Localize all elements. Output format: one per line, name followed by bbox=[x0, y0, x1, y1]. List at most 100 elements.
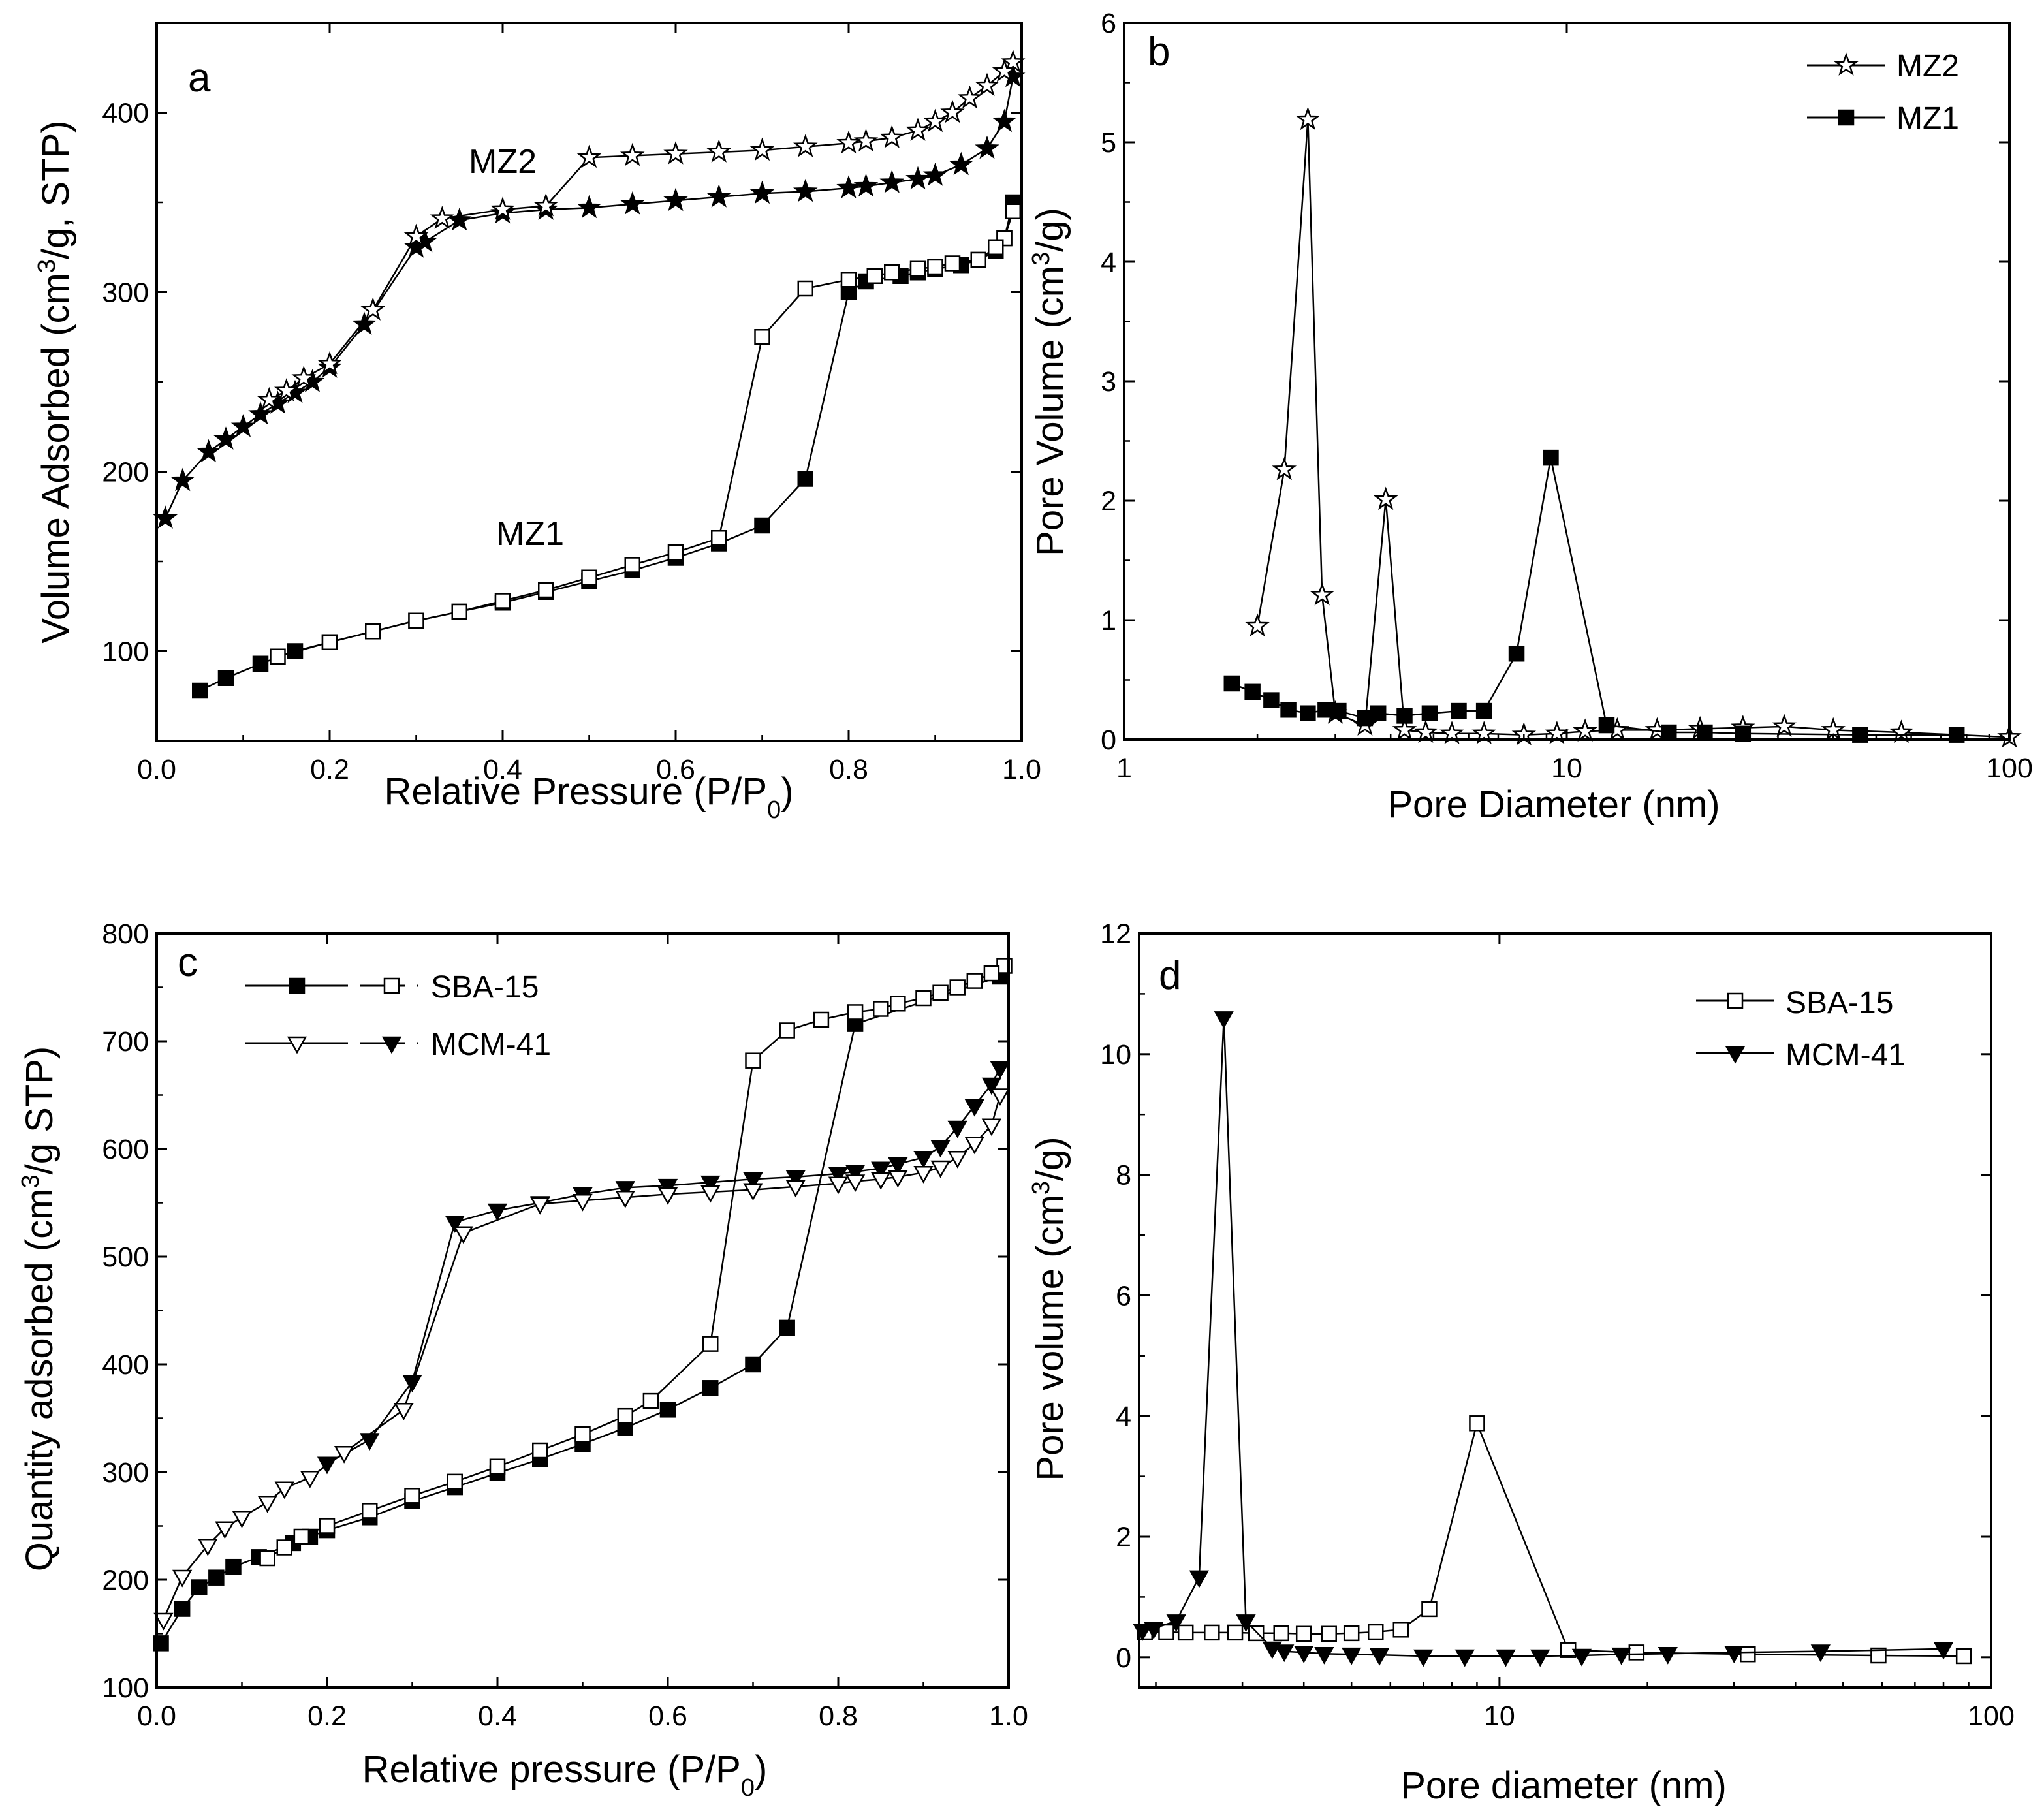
panel-b-point-mz1-7 bbox=[1357, 710, 1374, 727]
panel-b-point-mz2-12 bbox=[1545, 721, 1569, 744]
panel-a-point-mz1-desorption-13 bbox=[667, 544, 684, 561]
panel-a-point-mz1-desorption-4 bbox=[944, 255, 961, 272]
panel-a-point-mz2-adsorption-18 bbox=[663, 187, 688, 212]
panel-c-point-mcm-41-adsorption-18 bbox=[947, 1120, 967, 1138]
panel-b-ytick-label: 1 bbox=[1101, 605, 1116, 636]
panel-c-xtick-label: 0.4 bbox=[478, 1701, 517, 1732]
panel-b-point-mz1-10 bbox=[1421, 705, 1438, 721]
panel-d: 10 100 0 2 4 6 8 10 12 d Pore diameter (nm) Pore… bbox=[1028, 918, 2015, 1807]
panel-a-point-mz1-desorption-8 bbox=[866, 268, 883, 284]
panel-b-ytick-label: 3 bbox=[1101, 366, 1116, 398]
panel-a-point-mz1-desorption-9 bbox=[840, 272, 857, 288]
panel-c-point-mcm-41-desorption-4 bbox=[930, 1160, 951, 1178]
panel-d-xtick-label: 10 bbox=[1484, 1701, 1515, 1732]
panel-c-point-mcm-41-adsorption-13 bbox=[845, 1165, 866, 1183]
panel-d-frame bbox=[1138, 932, 1992, 1689]
panel-c-point-mcm-41-desorption-18 bbox=[394, 1403, 414, 1420]
panel-c-marks bbox=[153, 958, 1013, 1652]
panel-c-point-mcm-41-desorption-2 bbox=[964, 1137, 984, 1155]
panel-a-point-mz1-desorption-0 bbox=[1005, 203, 1021, 219]
panel-a-point-mz2-desorption-9 bbox=[836, 130, 861, 154]
panel-c-point-sba-15-desorption-19 bbox=[404, 1488, 420, 1504]
panel-c-ytick-label: 800 bbox=[102, 918, 149, 950]
panel-b-ylabel: Pore Volume (cm3/g) bbox=[1028, 208, 1071, 556]
panel-d-ylabel: Pore volume (cm3/g) bbox=[1028, 1137, 1071, 1481]
panel-a-point-mz2-adsorption-29 bbox=[992, 108, 1017, 133]
panel-a-point-mz2-desorption-11 bbox=[749, 137, 775, 161]
panel-a-point-mz1-desorption-12 bbox=[711, 530, 727, 546]
panel-b-ytick-label: 4 bbox=[1101, 247, 1116, 278]
panel-c-point-sba-15-adsorption-1 bbox=[174, 1601, 191, 1617]
panel-a-point-mz2-adsorption-21 bbox=[793, 178, 818, 202]
panel-b-point-mz1-1 bbox=[1244, 683, 1261, 700]
panel-b-point-mz1-13 bbox=[1508, 645, 1525, 662]
panel-d-legend: SBA-15 MCM-41 bbox=[1696, 986, 1906, 1073]
panel-b-point-mz1-11 bbox=[1451, 702, 1467, 719]
legend-c-square-open-icon bbox=[383, 977, 400, 994]
panel-d-point-mcm-41-16 bbox=[1571, 1648, 1592, 1667]
panel-c-point-mcm-41-desorption-26 bbox=[172, 1569, 193, 1588]
panel-c-point-mcm-41-adsorption-8 bbox=[657, 1178, 678, 1197]
panel-a-point-mz2-adsorption-24 bbox=[879, 170, 905, 193]
panel-a-point-mz2-desorption-4 bbox=[940, 99, 965, 123]
panel-a-point-mz1-adsorption-0 bbox=[192, 682, 208, 699]
panel-b-point-mz1-15 bbox=[1598, 717, 1615, 734]
panel-b-marks bbox=[1223, 106, 2022, 748]
panel-d-point-sba-15-18 bbox=[1955, 1648, 1972, 1665]
panel-b-legend: MZ2 MZ1 bbox=[1807, 49, 1959, 136]
panel-a-point-mz2-desorption-14 bbox=[620, 142, 645, 166]
panel-c-ytick-label: 500 bbox=[102, 1242, 149, 1273]
panel-c-point-mcm-41-desorption-5 bbox=[913, 1166, 934, 1184]
panel-c-xtick-label: 1.0 bbox=[989, 1701, 1028, 1732]
panel-c-xtick-label: 0.0 bbox=[137, 1701, 176, 1732]
panel-a-letter: a bbox=[188, 55, 211, 101]
panel-b-point-mz2-2 bbox=[1295, 106, 1321, 131]
panel-a-point-mz2-desorption-6 bbox=[905, 118, 930, 141]
panel-a-point-mz2-desorption-15 bbox=[576, 144, 602, 168]
panel-b-point-mz1-3 bbox=[1280, 702, 1297, 718]
panel-a-point-mz2-desorption-16 bbox=[533, 193, 559, 217]
panel-b-point-mz1-8 bbox=[1370, 705, 1387, 721]
legend-d-triangle-icon bbox=[1725, 1046, 1746, 1064]
panel-b-ytick-label: 2 bbox=[1101, 486, 1116, 517]
panel-c-point-sba-15-desorption-5 bbox=[915, 990, 932, 1007]
legend-b-square-icon bbox=[1838, 109, 1855, 126]
panel-c-point-mcm-41-adsorption-20 bbox=[981, 1077, 1002, 1095]
panel-c-point-mcm-41-adsorption-3 bbox=[445, 1215, 465, 1233]
panel-a-point-mz2-desorption-24 bbox=[257, 386, 282, 411]
legend-b-label-mz1: MZ1 bbox=[1896, 101, 1959, 136]
panel-c-point-mcm-41-desorption-10 bbox=[785, 1180, 806, 1198]
panel-a-point-mz2-desorption-10 bbox=[793, 134, 818, 157]
panel-c-point-mcm-41-adsorption-15 bbox=[888, 1157, 908, 1175]
panel-a-xtick-label: 0.8 bbox=[829, 754, 868, 785]
panel-d-point-mcm-41-21 bbox=[1933, 1642, 1954, 1660]
panel-c-point-sba-15-desorption-15 bbox=[574, 1426, 591, 1443]
panel-c-point-sba-15-desorption-2 bbox=[966, 973, 983, 989]
panel-a-point-mz2-desorption-5 bbox=[922, 108, 948, 133]
panel-a-point-mz2-adsorption-28 bbox=[975, 135, 999, 159]
panel-c-xtick-label: 0.6 bbox=[648, 1701, 687, 1732]
panel-b-point-mz1-9 bbox=[1396, 708, 1413, 724]
panel-c-point-mcm-41-adsorption-4 bbox=[487, 1203, 508, 1221]
panel-a-point-mz2-adsorption-1 bbox=[170, 467, 195, 492]
panel-d-axes: 10 100 0 2 4 6 8 10 12 bbox=[1100, 918, 2015, 1732]
panel-d-point-sba-15-5 bbox=[1248, 1625, 1265, 1642]
panel-b-point-mz1-12 bbox=[1475, 702, 1492, 719]
panel-d-point-mcm-41-19 bbox=[1724, 1646, 1744, 1663]
panel-a-annotation-mz2: MZ2 bbox=[469, 143, 537, 181]
legend-b-marker-mz2 bbox=[1834, 52, 1859, 76]
panel-c-point-mcm-41-desorption-27 bbox=[153, 1612, 174, 1631]
panel-a-point-mz2-desorption-21 bbox=[317, 351, 342, 375]
panel-d-point-sba-15-15 bbox=[1628, 1644, 1645, 1661]
legend-c-square-filled-icon bbox=[289, 977, 306, 994]
panel-c-point-mcm-41-desorption-17 bbox=[453, 1226, 473, 1244]
panel-b-point-mz1-6 bbox=[1330, 702, 1347, 719]
panel-c-point-sba-15-desorption-21 bbox=[319, 1518, 336, 1534]
panel-b-point-mz1-0 bbox=[1223, 675, 1240, 692]
panel-b-ytick-label: 6 bbox=[1101, 8, 1116, 39]
panel-c-point-sba-15-adsorption-4 bbox=[225, 1558, 242, 1575]
legend-d-label-sba15: SBA-15 bbox=[1785, 986, 1893, 1020]
